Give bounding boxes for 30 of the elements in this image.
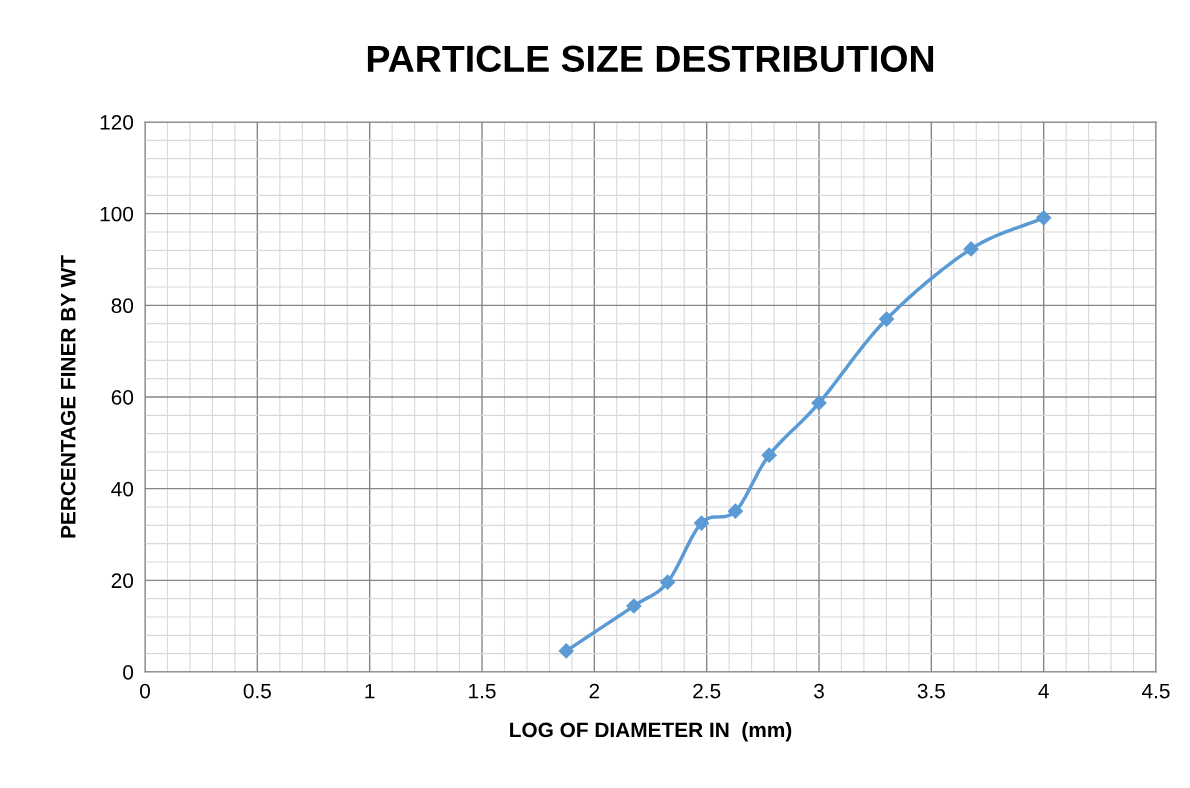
x-tick-label: 4 [1038, 683, 1049, 699]
y-tick-label: 60 [111, 390, 134, 405]
point [879, 311, 895, 327]
point [727, 503, 743, 519]
x-tick-label: 2 [589, 683, 600, 699]
y-tick-label: 120 [100, 115, 134, 130]
point [558, 643, 574, 659]
y-tick-label: 20 [111, 573, 134, 589]
point [811, 395, 827, 411]
point [761, 447, 777, 463]
y-tick-label: 100 [100, 206, 134, 222]
x-tick-label: 2.5 [693, 683, 721, 699]
point [693, 515, 710, 531]
y-tick-label: 40 [111, 481, 134, 497]
point [1036, 210, 1052, 226]
y-tick-label: 80 [111, 298, 134, 314]
point [963, 241, 979, 257]
x-tick-label: 4.5 [1142, 683, 1170, 699]
y-tick-label: 0 [123, 665, 134, 680]
x-tick-label: 1 [365, 683, 375, 699]
y-axis-title: PERCENTAGE FINER BY WT [60, 255, 76, 538]
x-axis-title: LOG OF DIAMETER IN (mm) [510, 721, 792, 742]
point [660, 574, 676, 590]
chart-title: PARTICLE SIZE DESTRIBUTION [367, 45, 934, 73]
x-tick-label: 3 [814, 683, 824, 699]
x-tick-label: 1.5 [469, 683, 496, 699]
x-tick-label: 0.5 [243, 683, 271, 699]
x-tick-label: 0 [140, 683, 150, 699]
point [626, 598, 642, 614]
x-tick-label: 3.5 [917, 683, 945, 699]
